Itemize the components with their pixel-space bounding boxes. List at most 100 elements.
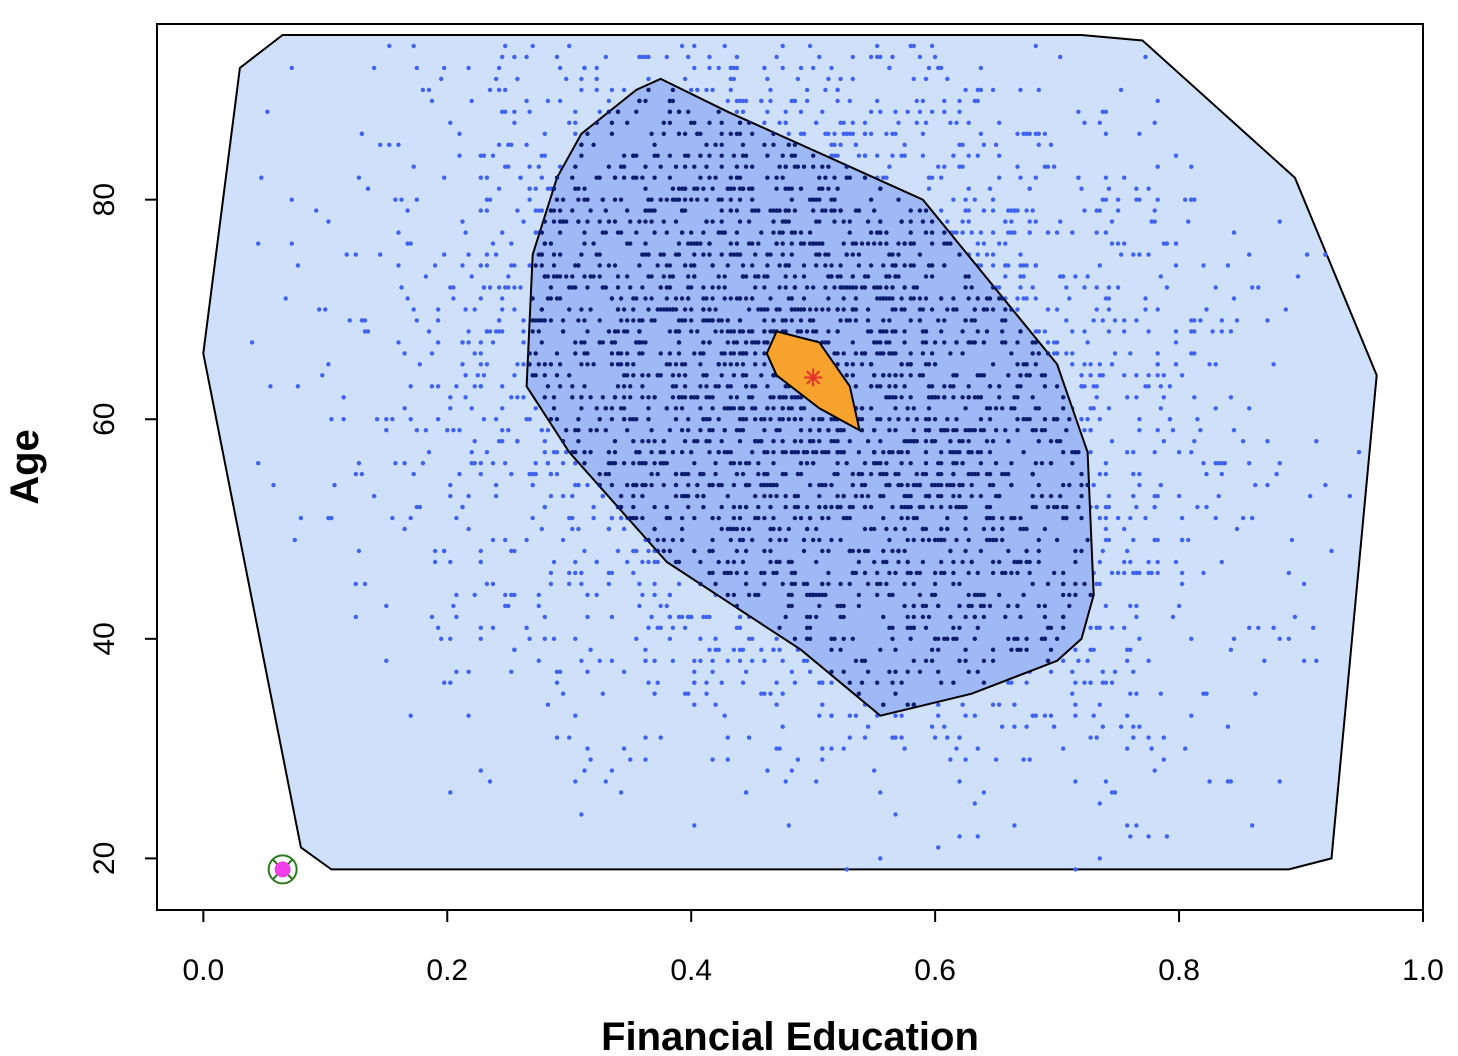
data-point: [939, 428, 944, 433]
data-point: [765, 450, 770, 455]
data-point: [457, 153, 462, 158]
data-point: [1061, 581, 1066, 587]
data-point: [1094, 581, 1099, 587]
data-point: [579, 142, 584, 147]
data-point: [923, 208, 929, 213]
data-point: [908, 230, 913, 235]
data-point: [948, 351, 953, 356]
data-point: [646, 548, 651, 554]
data-point: [551, 208, 557, 213]
data-point: [826, 252, 831, 257]
data-point: [411, 43, 416, 49]
data-point: [676, 340, 682, 345]
data-point: [878, 856, 883, 861]
data-point: [1003, 570, 1008, 576]
data-point: [579, 153, 584, 158]
data-point: [640, 482, 645, 488]
data-point: [484, 263, 490, 268]
data-point: [926, 537, 932, 543]
data-point: [939, 537, 944, 543]
data-point: [929, 230, 935, 235]
data-point: [1131, 570, 1136, 576]
data-point: [710, 186, 715, 191]
data-point: [652, 439, 657, 444]
data-point: [811, 285, 816, 290]
data-point: [597, 417, 602, 422]
data-point: [768, 548, 773, 554]
data-point: [859, 362, 865, 367]
data-point: [762, 329, 767, 334]
data-point: [1015, 647, 1020, 652]
data-point: [972, 713, 977, 718]
data-point: [908, 461, 913, 466]
data-point: [862, 548, 868, 554]
data-point: [646, 252, 651, 257]
data-point: [1036, 131, 1042, 136]
data-point: [801, 548, 807, 554]
data-point: [817, 713, 822, 718]
data-point: [637, 263, 642, 268]
data-point: [920, 98, 926, 104]
data-point: [783, 504, 788, 510]
data-point: [1070, 669, 1075, 674]
data-point: [850, 362, 855, 367]
data-point: [838, 76, 843, 82]
data-point: [1079, 548, 1084, 554]
data-point: [1225, 724, 1231, 729]
data-point: [704, 87, 709, 93]
data-point: [987, 417, 993, 422]
data-point: [451, 428, 456, 433]
data-point: [887, 65, 892, 71]
data-point: [524, 417, 529, 422]
data-point: [1045, 625, 1051, 630]
data-point: [990, 208, 996, 213]
data-point: [414, 197, 419, 202]
data-point: [582, 461, 587, 466]
data-point: [689, 329, 694, 334]
data-point: [929, 175, 935, 180]
data-point: [378, 252, 383, 257]
data-point: [576, 428, 581, 433]
data-point: [649, 428, 654, 433]
data-point: [628, 285, 633, 290]
data-point: [783, 219, 788, 224]
data-point: [643, 219, 648, 224]
data-point: [1204, 307, 1209, 312]
data-point: [951, 625, 956, 630]
data-point: [646, 395, 651, 400]
data-point: [780, 43, 785, 49]
data-point: [798, 329, 804, 334]
data-point: [905, 482, 910, 488]
data-point: [707, 439, 712, 444]
data-point: [1155, 197, 1160, 202]
data-point: [1204, 691, 1209, 696]
data-point: [734, 296, 740, 301]
data-point: [484, 208, 490, 213]
data-point: [704, 142, 709, 147]
data-point: [981, 526, 987, 532]
data-point: [1253, 691, 1258, 696]
data-point: [841, 241, 846, 246]
data-point: [692, 658, 697, 663]
data-point: [387, 43, 392, 49]
data-point: [698, 175, 703, 180]
data-point: [673, 219, 679, 224]
data-point: [768, 252, 773, 257]
data-point: [929, 241, 935, 246]
data-point: [597, 252, 602, 257]
data-point: [679, 526, 685, 532]
data-point: [545, 428, 551, 433]
y-tick-label: 20: [88, 842, 121, 875]
data-point: [1082, 428, 1087, 433]
data-point: [609, 482, 615, 488]
data-point: [932, 735, 938, 740]
data-point: [634, 548, 639, 554]
data-point: [826, 76, 831, 82]
data-point: [1286, 636, 1292, 641]
data-point: [1067, 603, 1072, 609]
data-point: [692, 461, 697, 466]
data-point: [829, 263, 834, 268]
data-point: [856, 548, 862, 554]
data-point: [807, 241, 813, 246]
data-point: [1058, 274, 1063, 279]
